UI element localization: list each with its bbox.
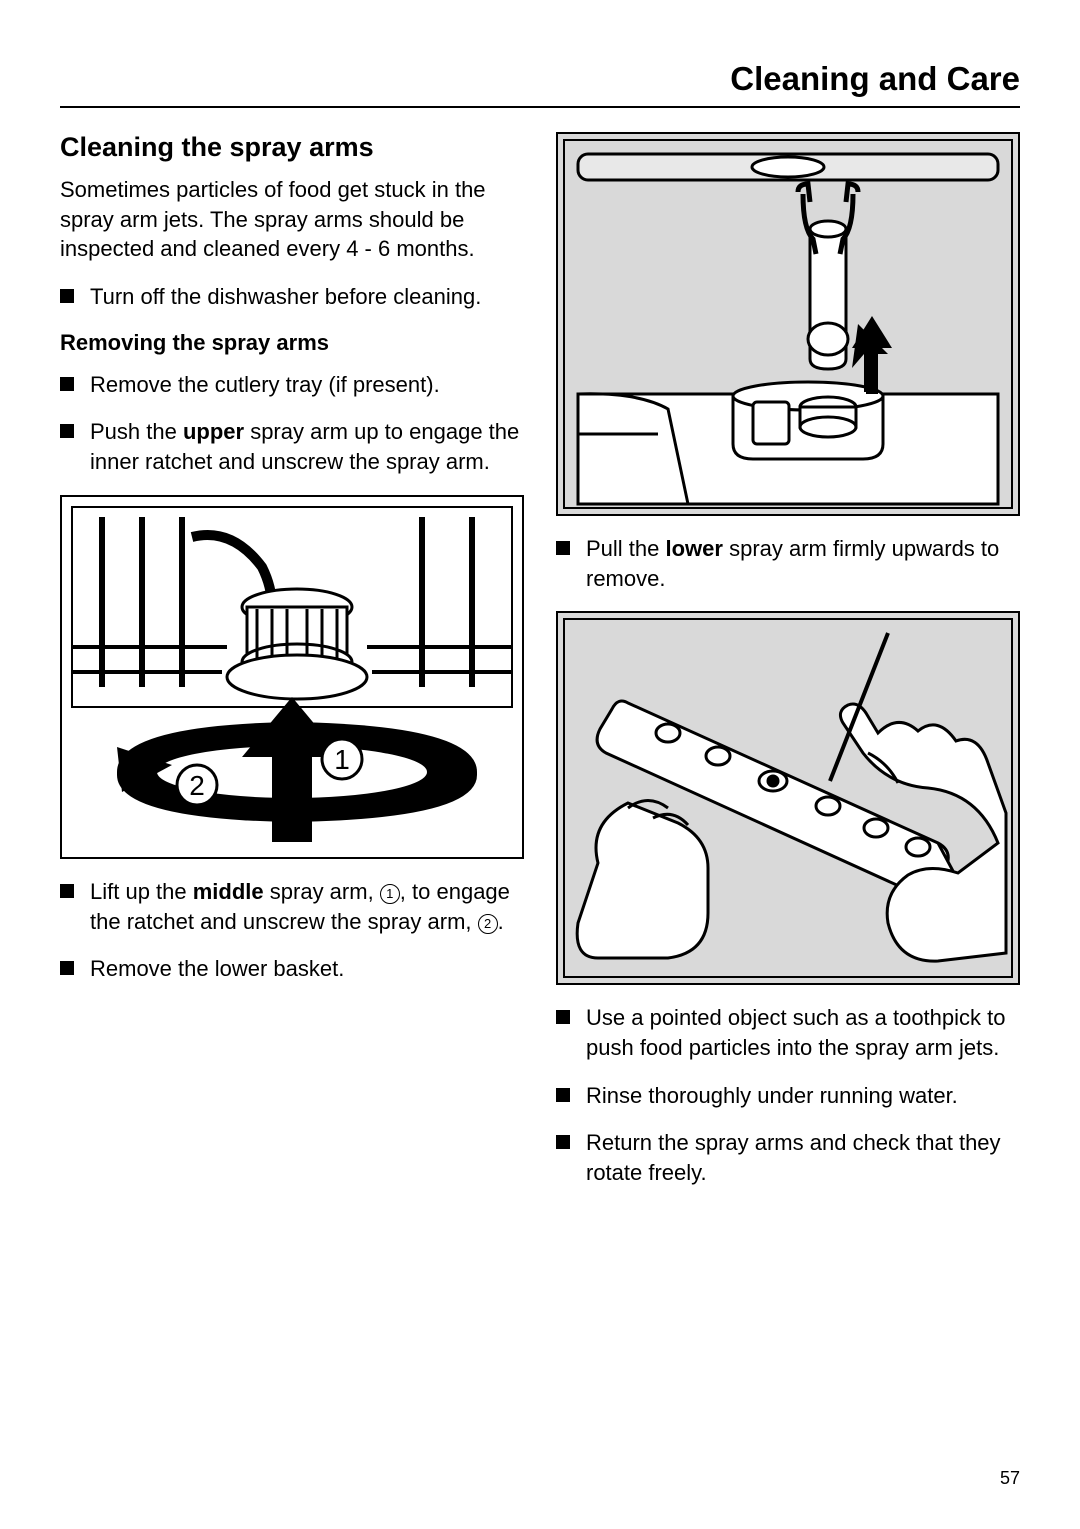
text: Pull the [586,536,666,561]
ref-1: 1 [380,884,400,904]
bold: middle [193,879,264,904]
sub-heading: Removing the spray arms [60,330,524,356]
text: Lift up the [90,879,193,904]
figure-pull-lower-arm [556,132,1020,516]
manual-page: Cleaning and Care Cleaning the spray arm… [0,0,1080,1529]
figure-unscrew-middle-arm: 1 2 [60,495,524,859]
step-remove-basket: Remove the lower basket. [60,954,524,984]
ref-2: 2 [478,914,498,934]
step-rinse: Rinse thoroughly under running water. [556,1081,1020,1111]
text: . [498,909,504,934]
figure-clean-jets [556,611,1020,985]
left-column: Cleaning the spray arms Sometimes partic… [60,132,524,1206]
right-steps-1: Pull the lower spray arm firmly upwards … [556,534,1020,593]
step-toothpick: Use a pointed object such as a toothpick… [556,1003,1020,1062]
bold: lower [666,536,723,561]
step-return: Return the spray arms and check that the… [556,1128,1020,1187]
text: Push the [90,419,183,444]
remove-steps-top: Remove the cutlery tray (if present). Pu… [60,370,524,477]
section-heading: Cleaning the spray arms [60,132,524,163]
text: spray arm, [264,879,380,904]
remove-steps-bottom: Lift up the middle spray arm, 1, to enga… [60,877,524,984]
page-number: 57 [1000,1468,1020,1489]
pre-steps: Turn off the dishwasher before cleaning. [60,282,524,312]
fig1-label-1: 1 [334,744,350,775]
bold: upper [183,419,244,444]
right-steps-2: Use a pointed object such as a toothpick… [556,1003,1020,1187]
step-push-upper: Push the upper spray arm up to engage th… [60,417,524,476]
right-column: Pull the lower spray arm firmly upwards … [556,132,1020,1206]
step-pull-lower: Pull the lower spray arm firmly upwards … [556,534,1020,593]
step-remove-cutlery: Remove the cutlery tray (if present). [60,370,524,400]
intro-paragraph: Sometimes particles of food get stuck in… [60,175,524,264]
chapter-title: Cleaning and Care [60,60,1020,98]
step-lift-middle: Lift up the middle spray arm, 1, to enga… [60,877,524,936]
content-columns: Cleaning the spray arms Sometimes partic… [60,132,1020,1206]
page-header: Cleaning and Care [60,60,1020,108]
fig1-label-2: 2 [189,770,205,801]
step-turn-off: Turn off the dishwasher before cleaning. [60,282,524,312]
